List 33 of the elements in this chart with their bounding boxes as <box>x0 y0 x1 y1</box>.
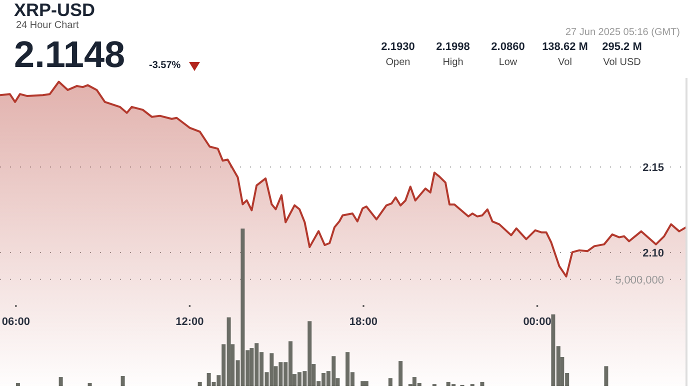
text: Vol USD <box>602 57 642 68</box>
text: 2.1998 <box>435 41 471 53</box>
bar <box>88 383 92 386</box>
y2-tick-label: 5,000,000 <box>615 274 664 286</box>
bar <box>198 382 202 386</box>
bar <box>398 361 403 386</box>
chart-subtitle: 24 Hour Chart <box>16 20 79 32</box>
bar <box>58 377 63 386</box>
bar <box>364 381 368 386</box>
text: 2.1148 <box>14 34 126 76</box>
y-tick-label: 2.15 <box>642 162 664 174</box>
text: Open <box>384 57 412 68</box>
y-tick-label: 2.10 <box>642 248 664 260</box>
x-tick-label: 12:00 <box>176 316 204 328</box>
text: 2.1930 <box>380 41 416 53</box>
text: High <box>442 57 464 68</box>
text: 27 Jun 2025 05:16 (GMT) <box>565 27 680 39</box>
bar <box>16 383 20 386</box>
x-tick-label: 00:00 <box>523 316 552 328</box>
text: -3.57% <box>149 59 181 73</box>
bar <box>604 366 608 386</box>
x-tick-label: 18:00 <box>349 316 378 328</box>
text: 2.0860 <box>490 41 526 53</box>
chart-title: XRP-USD <box>14 0 96 20</box>
bar <box>360 381 365 386</box>
x-tick-label: 06:00 <box>2 316 30 328</box>
text: Vol <box>557 57 573 68</box>
text: 138.62 M <box>541 41 589 53</box>
bar <box>120 376 125 386</box>
text: Low <box>498 57 518 68</box>
bar <box>480 382 484 386</box>
bar <box>388 378 392 386</box>
text: 295.2 M <box>601 41 643 53</box>
